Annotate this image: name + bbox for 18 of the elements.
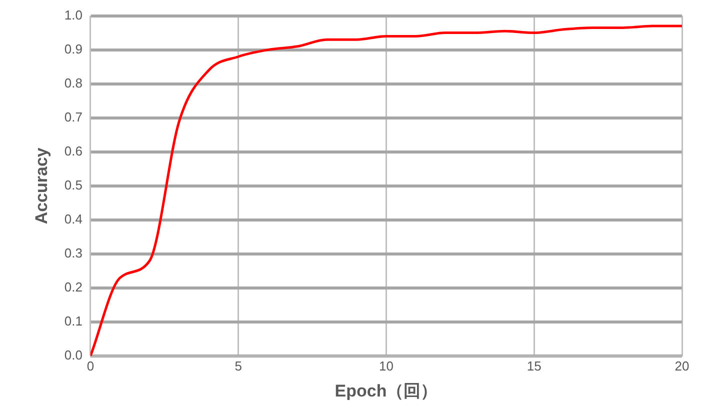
y-tick-label: 0.3 <box>64 246 82 261</box>
y-tick-label: 0.8 <box>64 75 82 90</box>
y-tick-label: 1.0 <box>64 7 82 22</box>
y-tick-label: 0.9 <box>64 41 82 56</box>
x-axis-title: Epoch（回） <box>334 381 438 400</box>
x-tick-label: 20 <box>674 358 690 374</box>
y-tick-label: 0.7 <box>64 109 82 124</box>
y-tick-label: 0.0 <box>64 348 82 363</box>
x-tick-label: 15 <box>526 358 542 374</box>
y-axis-title: Accuracy <box>32 147 51 224</box>
y-tick-label: 0.2 <box>64 280 82 295</box>
y-tick-label: 0.4 <box>64 212 82 226</box>
x-tick-label: 5 <box>234 358 242 374</box>
y-tick-label: 0.6 <box>64 143 82 158</box>
y-tick-label: 0.5 <box>64 177 82 192</box>
y-tick-label: 0.1 <box>64 314 82 329</box>
x-tick-label: 0 <box>86 358 94 374</box>
x-tick-label: 10 <box>379 358 394 374</box>
